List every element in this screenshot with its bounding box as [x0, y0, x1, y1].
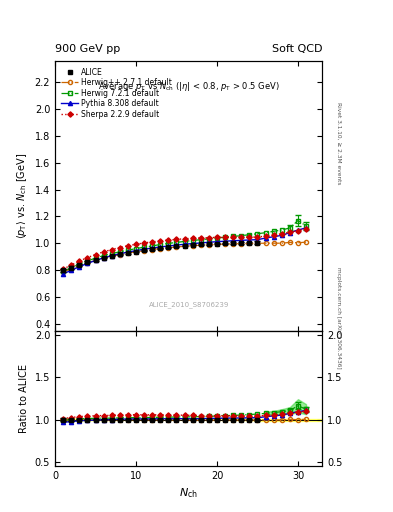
Text: Soft QCD: Soft QCD — [272, 44, 322, 54]
Text: Rivet 3.1.10, ≥ 2.3M events: Rivet 3.1.10, ≥ 2.3M events — [336, 102, 341, 185]
Text: Average $p_\mathrm{T}$ vs $N_\mathrm{ch}$ ($|\eta|$ < 0.8, $p_\mathrm{T}$ > 0.5 : Average $p_\mathrm{T}$ vs $N_\mathrm{ch}… — [98, 80, 279, 93]
X-axis label: $N_\mathrm{ch}$: $N_\mathrm{ch}$ — [179, 486, 198, 500]
Legend: ALICE, Herwig++ 2.7.1 default, Herwig 7.2.1 default, Pythia 8.308 default, Sherp: ALICE, Herwig++ 2.7.1 default, Herwig 7.… — [59, 65, 174, 121]
Text: mcplots.cern.ch [arXiv:1306.3436]: mcplots.cern.ch [arXiv:1306.3436] — [336, 267, 341, 368]
Text: 900 GeV pp: 900 GeV pp — [55, 44, 120, 54]
Y-axis label: $\langle p_\mathrm{T} \rangle$ vs. $N_\mathrm{ch}$ [GeV]: $\langle p_\mathrm{T} \rangle$ vs. $N_\m… — [15, 153, 29, 240]
Y-axis label: Ratio to ALICE: Ratio to ALICE — [19, 364, 29, 433]
Text: ALICE_2010_S8706239: ALICE_2010_S8706239 — [149, 301, 229, 308]
